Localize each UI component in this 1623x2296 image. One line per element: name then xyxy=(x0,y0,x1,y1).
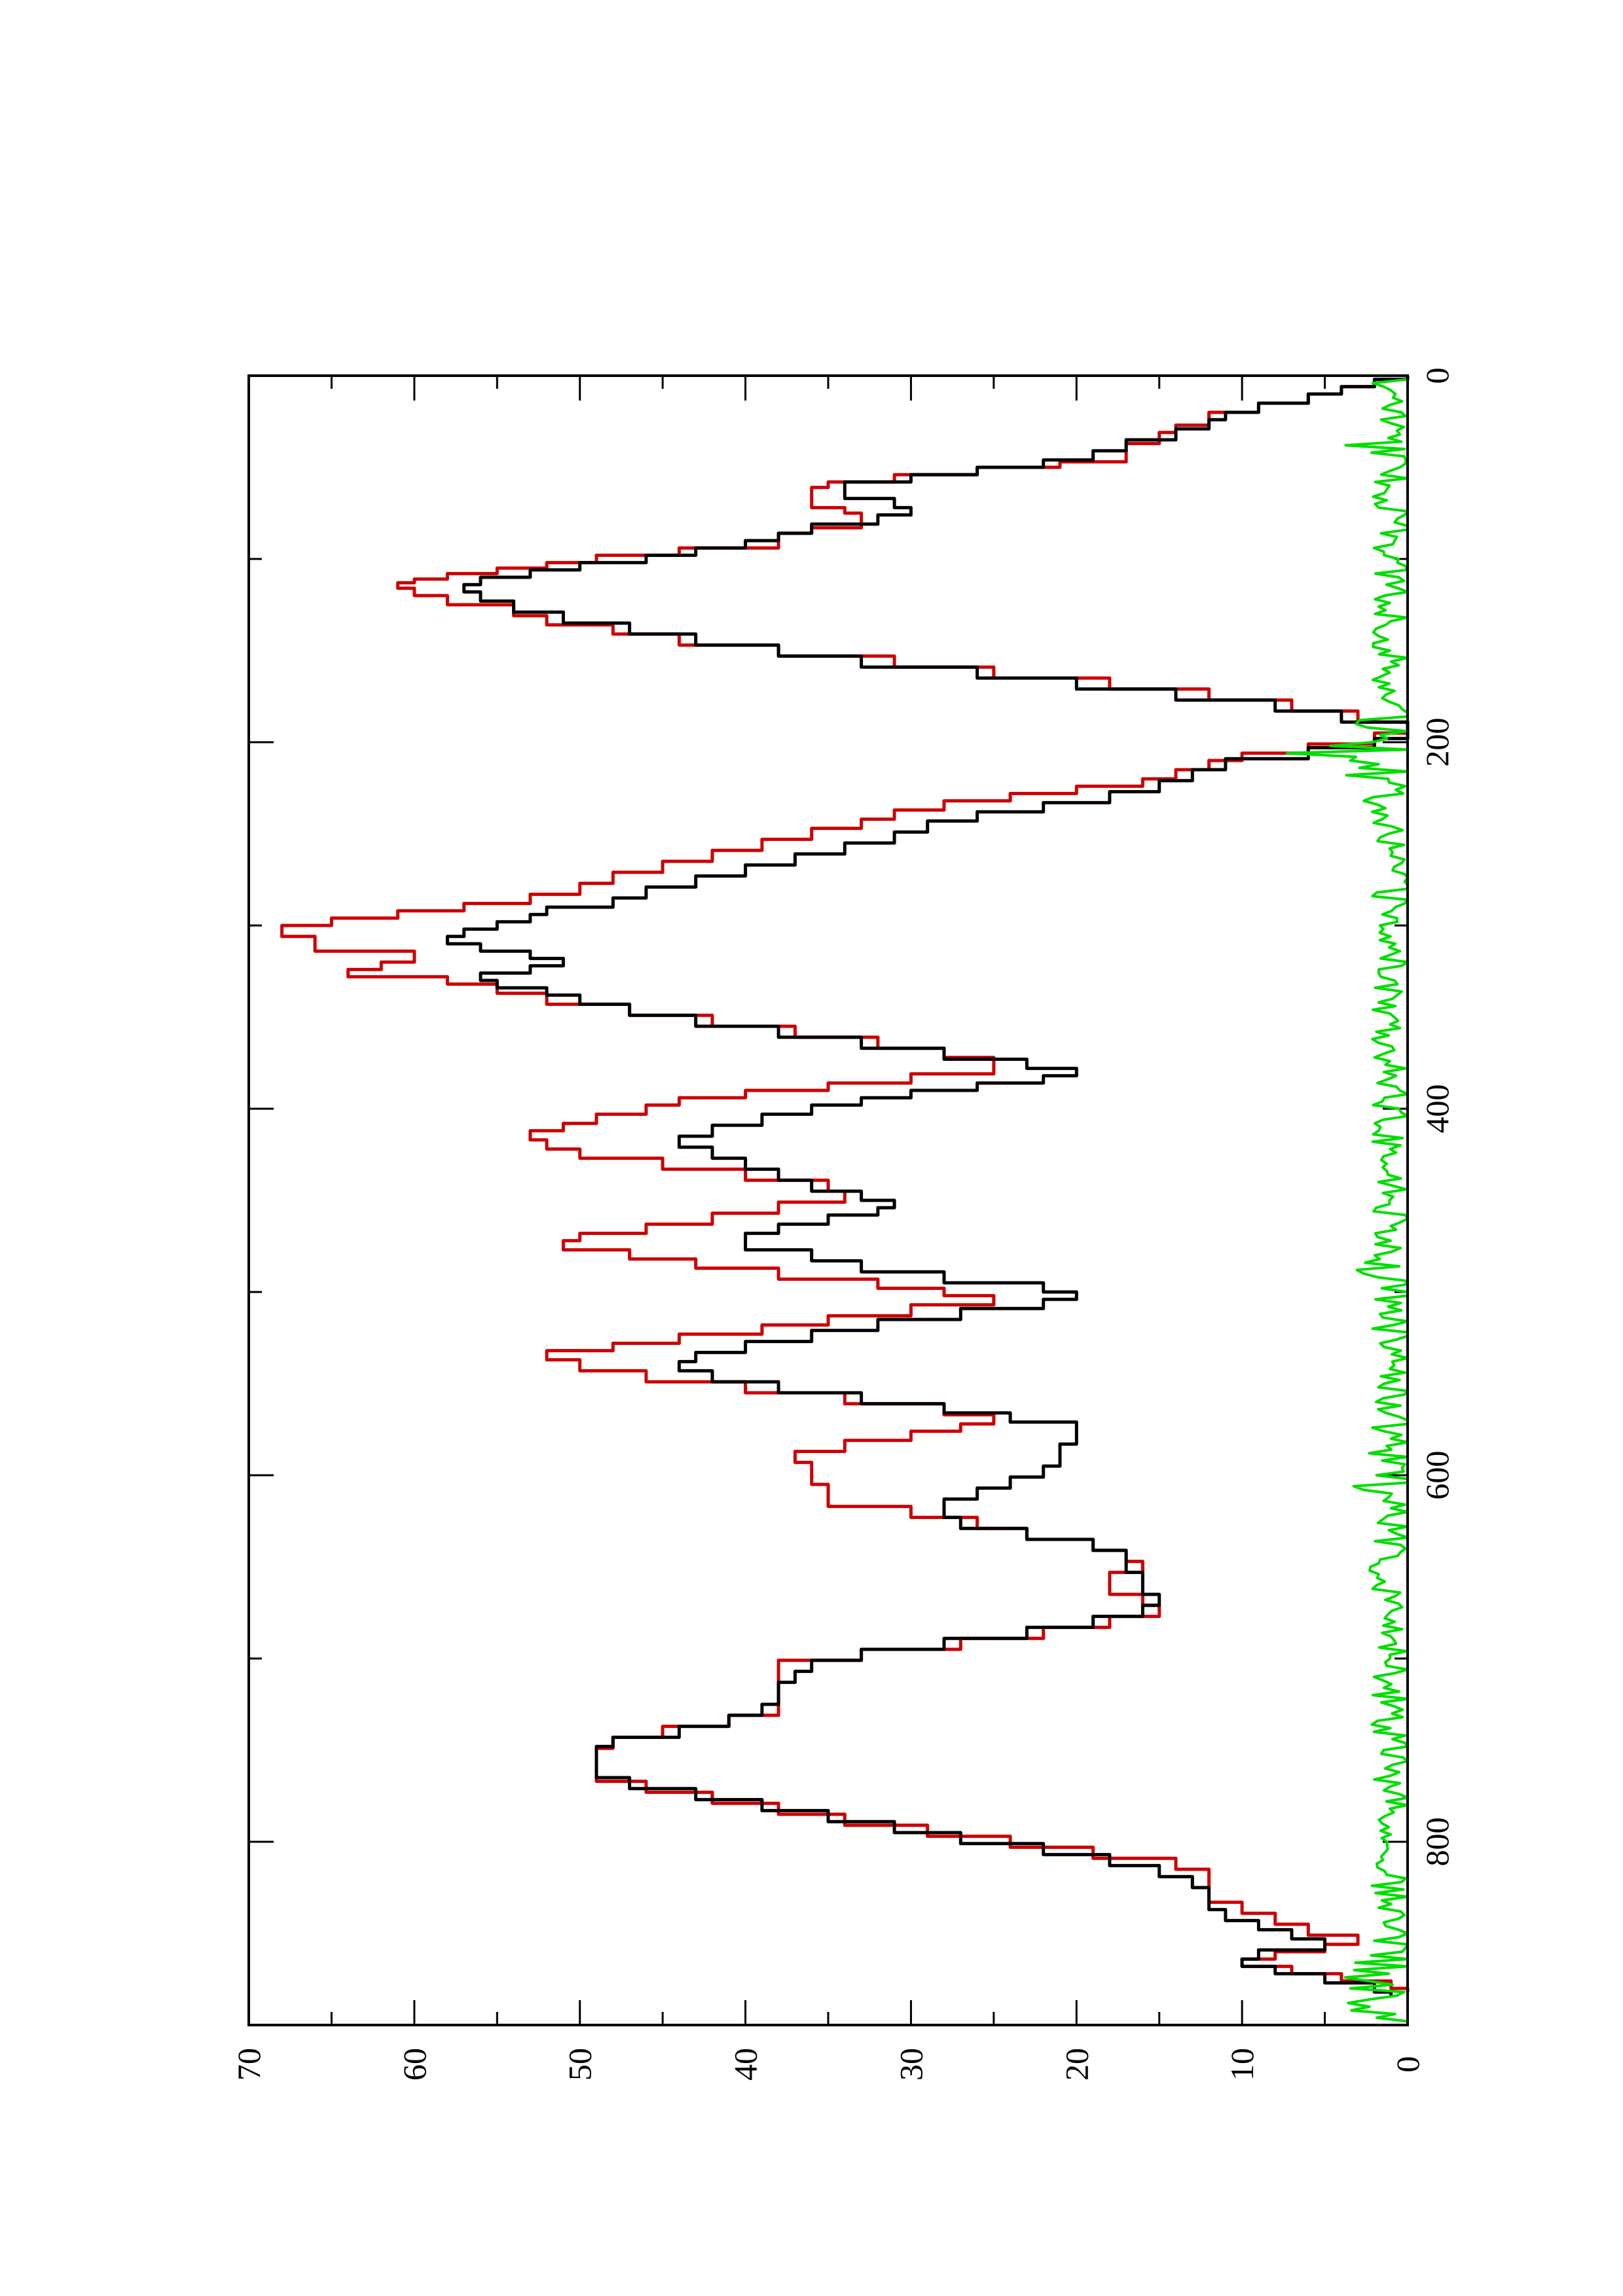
label-layer: 0 200 400 600 800 0 10 20 30 40 50 60 70 xyxy=(230,368,1455,2081)
x-tick-label: 200 xyxy=(1419,718,1455,767)
series-line-2 xyxy=(1285,376,1409,2025)
series-line-0 xyxy=(280,376,1410,1992)
x-tick-label: 0 xyxy=(1419,368,1455,384)
tick-layer xyxy=(247,374,1409,2026)
series-line-1 xyxy=(445,376,1410,1996)
series-layer xyxy=(280,376,1410,2025)
y-tick-label: 30 xyxy=(892,2048,929,2081)
plot-frame xyxy=(247,374,1409,2026)
y-tick-label: 60 xyxy=(396,2048,433,2081)
x-tick-label: 400 xyxy=(1419,1085,1455,1134)
x-tick-label: 800 xyxy=(1419,1818,1455,1867)
y-tick-label: 0 xyxy=(1389,2056,1426,2073)
y-tick-label: 40 xyxy=(727,2048,764,2081)
y-tick-label: 10 xyxy=(1224,2048,1260,2081)
y-tick-label: 20 xyxy=(1058,2048,1095,2081)
y-tick-label: 50 xyxy=(562,2048,598,2081)
x-tick-label: 600 xyxy=(1419,1451,1455,1500)
y-tick-label: 70 xyxy=(230,2048,267,2081)
